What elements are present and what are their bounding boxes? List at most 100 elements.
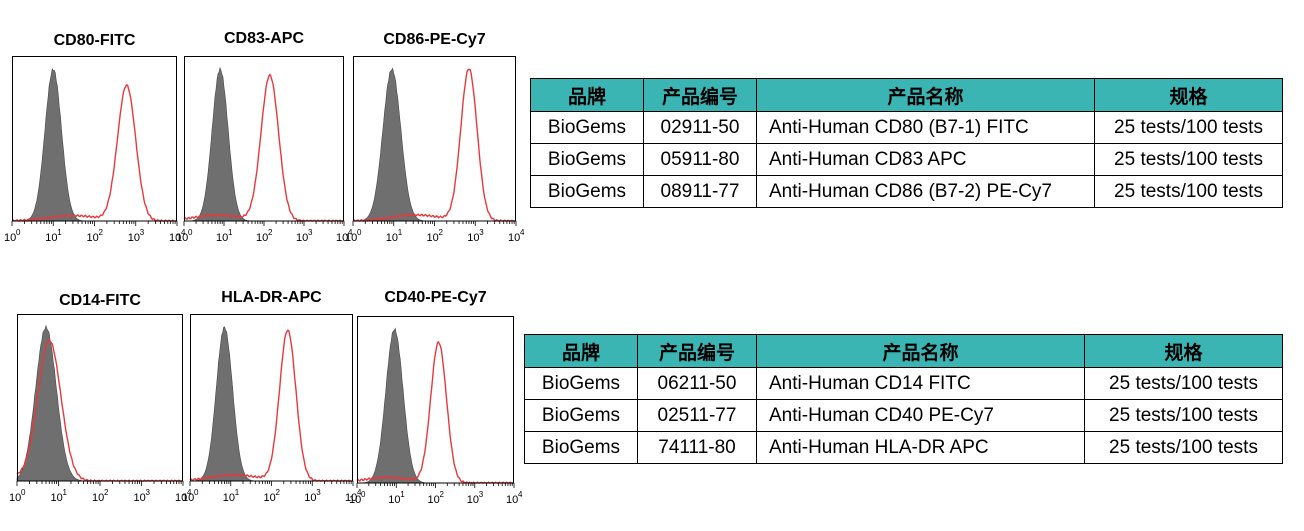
cell-catalog-no: 74111-80 (637, 431, 757, 464)
header-product-name: 产品名称 (756, 334, 1085, 368)
x-tick-exponent: 1 (63, 488, 68, 497)
cell-brand: BioGems (524, 431, 638, 464)
x-tick-label: 10 (467, 232, 479, 244)
table-row: BioGems 08911-77 Anti-Human CD86 (B7-2) … (530, 175, 1283, 208)
x-tick-exponent: 3 (479, 228, 484, 237)
cell-brand: BioGems (524, 367, 638, 400)
header-size: 规格 (1094, 78, 1283, 112)
histogram-panel-cd83: CD83-APC 10 0 10 1 10 2 10 3 10 4 (176, 28, 353, 248)
cell-product-name: Anti-Human CD14 FITC (756, 367, 1085, 400)
x-tick-label: 10 (336, 232, 348, 244)
x-tick-label: 10 (388, 494, 400, 506)
x-tick-exponent: 1 (398, 228, 403, 237)
x-tick-label: 10 (45, 232, 57, 244)
histogram-plot: 10 0 10 1 10 2 10 3 10 4 (4, 56, 186, 244)
cell-size: 25 tests/100 tests (1084, 399, 1283, 432)
x-tick-exponent: 4 (181, 228, 186, 237)
product-table-2: 品牌 产品编号 产品名称 规格 BioGems 06211-50 Anti-Hu… (524, 334, 1283, 464)
x-tick-label: 10 (345, 492, 357, 504)
table-row: BioGems 05911-80 Anti-Human CD83 APC 25 … (530, 143, 1283, 176)
cell-brand: BioGems (524, 399, 638, 432)
table-header-row: 品牌 产品编号 产品名称 规格 (524, 334, 1283, 368)
x-tick-exponent: 2 (440, 490, 445, 499)
histogram-plot: 10 0 10 1 10 2 10 3 10 4 (345, 56, 525, 244)
x-tick-exponent: 0 (361, 490, 366, 499)
x-tick-exponent: 1 (57, 228, 62, 237)
x-tick-label: 10 (9, 492, 21, 504)
x-tick-exponent: 4 (187, 488, 192, 497)
histogram-title: CD40-PE-Cy7 (384, 289, 487, 306)
x-tick-label: 10 (92, 492, 104, 504)
x-tick-exponent: 2 (439, 228, 444, 237)
x-tick-exponent: 2 (276, 488, 281, 497)
cell-product-name: Anti-Human CD40 PE-Cy7 (756, 399, 1085, 432)
table-row: BioGems 02911-50 Anti-Human CD80 (B7-1) … (530, 111, 1283, 144)
x-tick-exponent: 1 (235, 488, 240, 497)
x-tick-exponent: 3 (479, 490, 484, 499)
x-tick-exponent: 3 (146, 488, 151, 497)
x-tick-label: 10 (304, 492, 316, 504)
x-tick-exponent: 2 (268, 228, 273, 237)
header-brand: 品牌 (524, 334, 638, 368)
x-tick-label: 10 (51, 492, 63, 504)
histogram-plot: 10 0 10 1 10 2 10 3 10 4 (176, 56, 353, 244)
x-tick-label: 10 (182, 492, 194, 504)
x-tick-exponent: 4 (520, 228, 525, 237)
header-brand: 品牌 (530, 78, 644, 112)
isotype-histogram (184, 66, 344, 222)
x-tick-label: 10 (428, 494, 440, 506)
cell-catalog-no: 08911-77 (643, 175, 757, 208)
x-tick-exponent: 2 (99, 228, 104, 237)
histogram-title: CD80-FITC (53, 32, 136, 49)
histogram-title: CD86-PE-Cy7 (383, 31, 486, 48)
stained-histogram (11, 84, 178, 222)
x-tick-label: 10 (223, 492, 235, 504)
x-tick-label: 10 (87, 232, 99, 244)
x-tick-exponent: 1 (228, 228, 233, 237)
histogram-title: CD83-APC (223, 30, 304, 47)
x-tick-exponent: 0 (357, 228, 362, 237)
header-catalog-no: 产品编号 (637, 334, 757, 368)
x-tick-label: 10 (508, 232, 520, 244)
cell-size: 25 tests/100 tests (1084, 367, 1283, 400)
histogram-panel-cd86: CD86-PE-Cy7 10 0 10 1 10 2 10 3 10 4 (345, 28, 525, 248)
histogram-title: HLA-DR-APC (221, 289, 322, 306)
x-tick-exponent: 3 (316, 488, 321, 497)
cell-product-name: Anti-Human CD86 (B7-2) PE-Cy7 (756, 175, 1095, 208)
table-row: BioGems 02511-77 Anti-Human CD40 PE-Cy7 … (524, 399, 1283, 432)
x-tick-label: 10 (427, 232, 439, 244)
x-tick-exponent: 3 (140, 228, 145, 237)
x-tick-label: 10 (216, 232, 228, 244)
histogram-plot: 10 0 10 1 10 2 10 3 10 4 (349, 316, 523, 506)
cell-product-name: Anti-Human CD83 APC (756, 143, 1095, 176)
x-tick-exponent: 0 (21, 488, 26, 497)
x-tick-label: 10 (296, 232, 308, 244)
cell-catalog-no: 05911-80 (643, 143, 757, 176)
histogram-title: CD14-FITC (59, 292, 141, 309)
table-row: BioGems 74111-80 Anti-Human HLA-DR APC 2… (524, 431, 1283, 464)
histogram-panel-cd14: CD14-FITC 10 0 10 1 10 2 10 3 10 4 (9, 287, 192, 509)
x-tick-label: 10 (4, 232, 16, 244)
x-tick-exponent: 0 (188, 228, 193, 237)
cell-size: 25 tests/100 tests (1094, 111, 1283, 144)
x-tick-label: 10 (175, 492, 187, 504)
x-tick-label: 10 (345, 232, 357, 244)
x-tick-label: 10 (169, 232, 181, 244)
cell-brand: BioGems (530, 111, 644, 144)
histogram-panel-cd40: CD40-PE-Cy7 10 0 10 1 10 2 10 3 10 4 (349, 287, 523, 509)
cell-catalog-no: 02911-50 (643, 111, 757, 144)
cell-catalog-no: 06211-50 (637, 367, 757, 400)
header-product-name: 产品名称 (756, 78, 1095, 112)
x-tick-label: 10 (134, 492, 146, 504)
x-tick-exponent: 2 (104, 488, 109, 497)
x-tick-label: 10 (256, 232, 268, 244)
stained-histogram (352, 68, 517, 222)
x-tick-label: 10 (176, 232, 188, 244)
cell-brand: BioGems (530, 175, 644, 208)
cell-catalog-no: 02511-77 (637, 399, 757, 432)
table-header-row: 品牌 产品编号 产品名称 规格 (530, 78, 1283, 112)
x-tick-exponent: 4 (518, 490, 523, 499)
header-size: 规格 (1084, 334, 1283, 368)
isotype-histogram (353, 67, 516, 222)
x-tick-label: 10 (386, 232, 398, 244)
